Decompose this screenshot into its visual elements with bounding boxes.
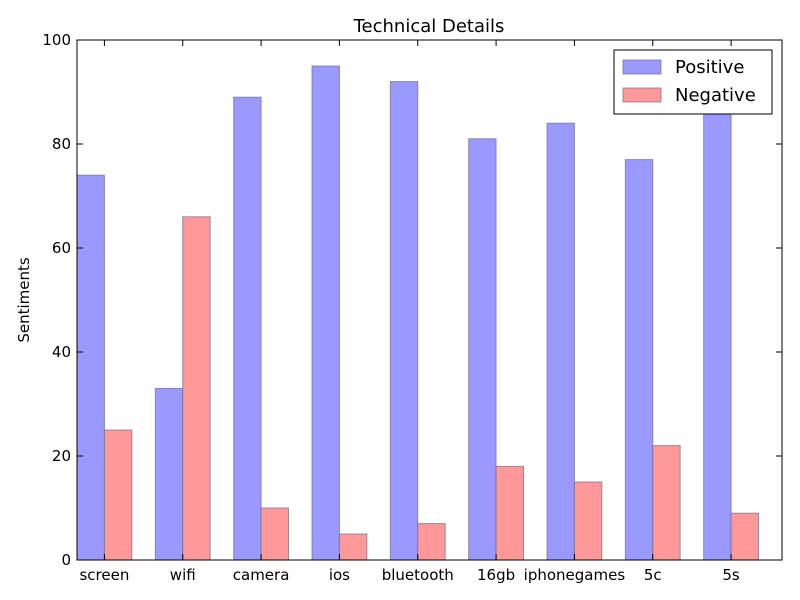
x-tick-label-camera: camera xyxy=(233,566,290,584)
bar-negative-iphonegames xyxy=(573,481,603,561)
legend-swatch-positive xyxy=(622,59,662,75)
plot-area-frame xyxy=(76,39,783,561)
x-tick-label-wifi: wifi xyxy=(170,566,196,584)
bar-negative-ios xyxy=(338,533,368,561)
bar-negative-bluetooth xyxy=(417,523,446,561)
y-tick-label: 40 xyxy=(52,343,71,361)
bars-layer xyxy=(76,65,759,561)
y-tick-label: 20 xyxy=(52,447,71,465)
x-tick-label-16gb: 16gb xyxy=(477,566,515,584)
x-tick-label-5c: 5c xyxy=(644,566,662,584)
bar-negative-5s xyxy=(730,512,759,561)
bar-negative-screen xyxy=(103,429,133,561)
legend-label-negative: Negative xyxy=(675,85,756,106)
bar-positive-wifi xyxy=(154,387,184,561)
bar-positive-bluetooth xyxy=(389,81,419,561)
x-axis: screen wifi camera ios bluetooth 16gb iphonega… xyxy=(79,40,740,584)
bar-positive-5s xyxy=(703,112,732,561)
bar-positive-ios xyxy=(311,65,340,561)
y-tick-label: 80 xyxy=(52,135,71,153)
x-tick-label-5s: 5s xyxy=(722,566,740,584)
y-tick-label: 100 xyxy=(42,31,71,49)
y-axis: 0 20 40 60 80 100 xyxy=(42,31,782,569)
x-tick-label-bluetooth: bluetooth xyxy=(382,566,454,584)
bar-positive-screen xyxy=(76,174,105,561)
bar-negative-wifi xyxy=(182,216,211,561)
x-tick-label-iphonegames: iphonegames xyxy=(524,566,626,584)
bar-negative-camera xyxy=(260,507,290,561)
legend-label-positive: Positive xyxy=(675,57,744,78)
legend-swatch-negative xyxy=(622,87,662,103)
bar-negative-16gb xyxy=(495,465,525,561)
y-tick-label: 60 xyxy=(52,239,71,257)
legend: Positive Negative xyxy=(613,49,773,115)
bar-positive-iphonegames xyxy=(546,122,575,561)
x-tick-label-ios: ios xyxy=(329,566,350,584)
bar-positive-camera xyxy=(233,96,262,561)
bar-positive-16gb xyxy=(468,138,497,561)
y-axis-label: Sentiments xyxy=(15,257,33,343)
bar-positive-5c xyxy=(624,159,654,561)
bar-negative-5c xyxy=(652,445,681,561)
y-tick-label: 0 xyxy=(61,551,71,569)
x-tick-label-screen: screen xyxy=(79,566,129,584)
chart-title: Technical Details xyxy=(353,16,505,37)
